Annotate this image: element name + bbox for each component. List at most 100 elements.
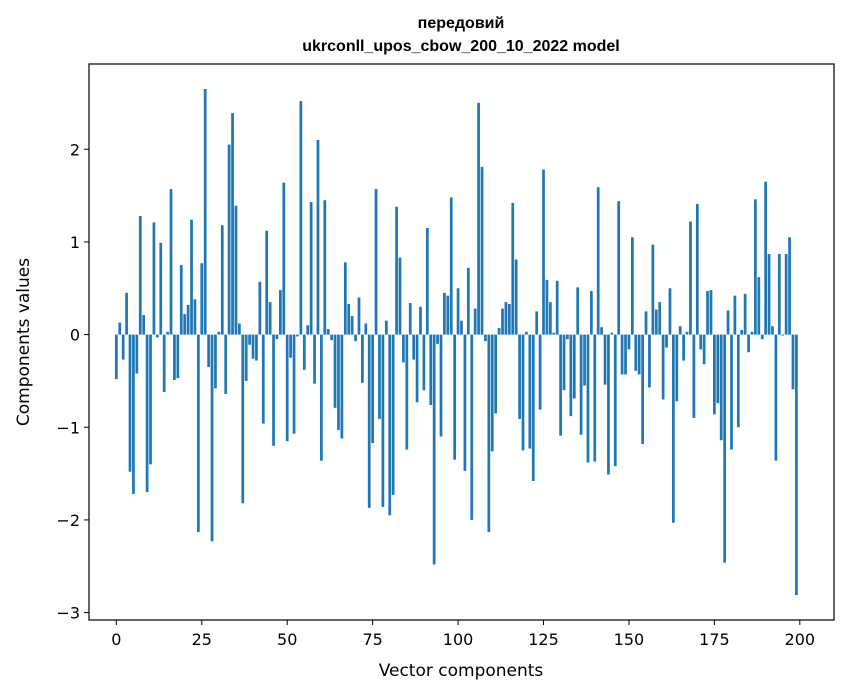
bar <box>600 327 603 335</box>
bar <box>176 334 180 379</box>
bar <box>501 308 504 335</box>
bar <box>238 323 241 335</box>
bar <box>415 334 419 403</box>
bar <box>716 334 720 404</box>
bar <box>695 203 699 335</box>
bar <box>692 334 696 418</box>
bar <box>494 334 498 414</box>
bar <box>173 334 176 380</box>
bar <box>518 334 521 419</box>
bar <box>285 334 289 442</box>
bar <box>268 302 272 335</box>
bar <box>665 334 668 348</box>
bar <box>733 295 737 335</box>
x-tick-label: 150 <box>614 630 645 649</box>
bar <box>648 334 651 388</box>
bar <box>538 334 542 410</box>
y-axis-label: Components values <box>14 258 34 426</box>
bar <box>320 334 323 461</box>
bar <box>443 292 446 335</box>
bar <box>682 334 685 361</box>
bar <box>531 334 535 481</box>
bar <box>391 334 395 495</box>
bar <box>545 279 549 335</box>
bar <box>255 334 258 361</box>
bar <box>631 237 634 335</box>
x-tick-label: 0 <box>111 630 121 649</box>
bar <box>446 295 450 335</box>
bar <box>590 291 593 335</box>
bar <box>241 334 245 504</box>
bar <box>145 334 149 493</box>
bar <box>200 263 204 335</box>
bar <box>330 334 333 341</box>
bar <box>395 206 398 335</box>
bar <box>644 311 648 335</box>
bar <box>326 329 330 335</box>
bar <box>425 228 429 335</box>
bar <box>624 334 627 375</box>
bar <box>583 334 586 386</box>
bar <box>784 253 788 335</box>
y-tick-label: 1 <box>70 233 80 252</box>
bar <box>155 334 159 338</box>
bar <box>374 189 378 335</box>
bar <box>473 308 477 335</box>
bar <box>169 189 173 335</box>
bar <box>381 334 385 507</box>
y-axis-ticks: −3 −2 −1 0 1 2 <box>56 140 89 623</box>
bar <box>456 288 460 335</box>
x-tick-label: 100 <box>443 630 474 649</box>
bar <box>566 334 569 340</box>
bar <box>306 325 310 335</box>
bar <box>774 334 778 461</box>
chart-title-line2: ukrconll_upos_cbow_200_10_2022 model <box>302 38 619 55</box>
bar <box>706 291 709 335</box>
bar <box>398 257 402 335</box>
bar <box>610 332 614 335</box>
bar <box>114 334 118 380</box>
bar <box>627 334 631 350</box>
bar <box>422 334 426 391</box>
bar <box>470 334 474 520</box>
bar <box>596 187 600 335</box>
bar <box>552 332 556 335</box>
bar <box>292 334 296 434</box>
bar <box>220 225 224 335</box>
bar <box>135 334 139 374</box>
bar <box>384 320 388 335</box>
y-tick-label: 0 <box>70 326 80 345</box>
bar <box>190 219 193 335</box>
bar <box>497 328 501 335</box>
bar <box>555 280 559 335</box>
bar <box>535 311 539 335</box>
bar <box>463 334 467 471</box>
bar <box>453 334 457 460</box>
bar <box>350 316 354 335</box>
bar <box>634 334 638 371</box>
bar <box>730 334 733 450</box>
bar <box>754 199 757 335</box>
bar <box>149 334 152 465</box>
bar <box>159 242 163 335</box>
bar <box>487 334 491 532</box>
x-axis-ticks: 0 25 50 75 100 125 150 175 200 <box>111 620 815 649</box>
bar <box>477 102 480 335</box>
bar <box>231 113 234 335</box>
bar <box>757 277 761 335</box>
bar <box>675 334 679 402</box>
bar <box>166 331 169 335</box>
bar <box>576 287 580 335</box>
bar <box>132 334 135 494</box>
bar <box>343 262 347 335</box>
y-tick-label: −1 <box>56 418 80 437</box>
bar <box>586 334 590 463</box>
bar <box>432 334 436 565</box>
bar <box>525 331 528 335</box>
bar <box>402 334 405 363</box>
bar <box>378 334 381 419</box>
bar <box>340 334 344 439</box>
bar <box>118 322 122 335</box>
bar <box>713 334 716 415</box>
